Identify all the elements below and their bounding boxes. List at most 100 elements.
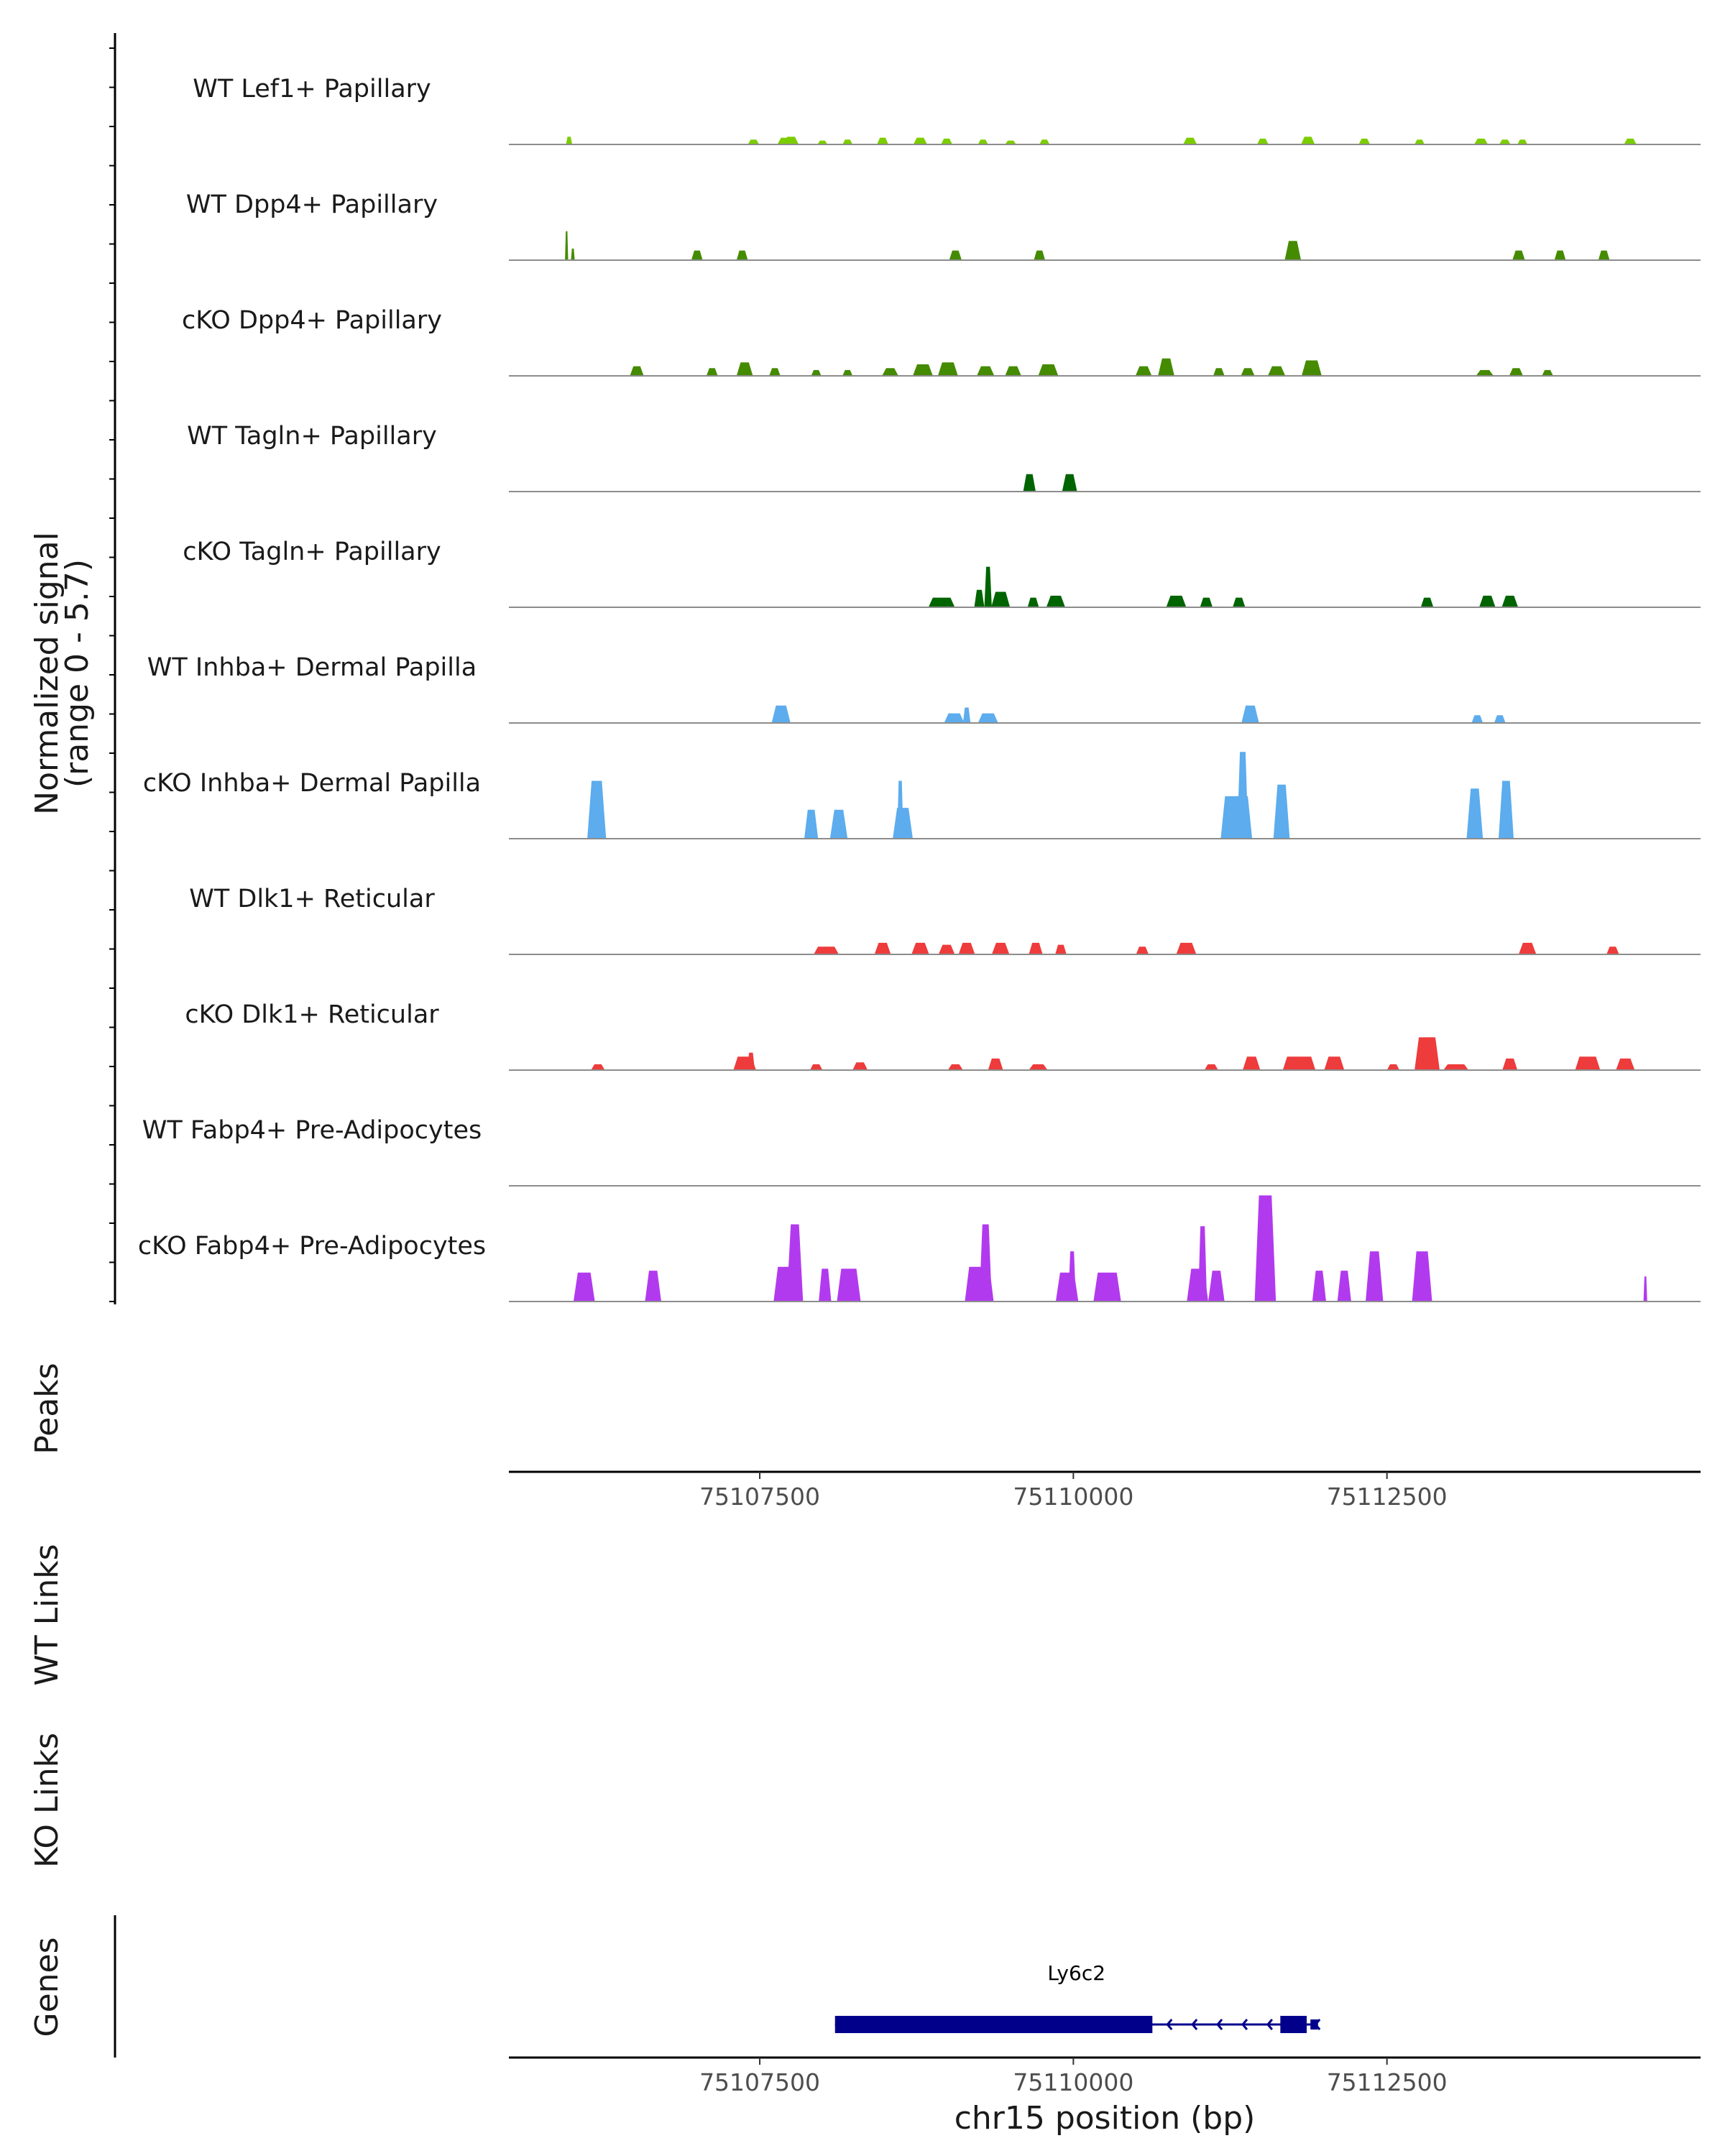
coverage-peak (1005, 366, 1021, 376)
coverage-peak (736, 250, 748, 260)
coverage-peak (1068, 1251, 1076, 1302)
coverage-peak (1512, 250, 1525, 260)
track-cko-fabp4-pre-adipocytes: cKO Fabp4+ Pre-Adipocytes (138, 1195, 1701, 1302)
gene-name-label: Ly6c2 (1047, 1961, 1105, 1985)
coverage-peak (1046, 595, 1065, 607)
wt-links-track-title: WT Links (29, 1544, 65, 1685)
x-axis-title: chr15 position (bp) (954, 2100, 1256, 2137)
track-cko-tagln-papillary: cKO Tagln+ Papillary (183, 538, 1701, 608)
coverage-peak (1414, 1037, 1440, 1070)
coverage-peak (811, 369, 822, 376)
coverage-peak (1029, 1064, 1048, 1070)
coverage-peak (1494, 715, 1506, 723)
coverage-peak (877, 137, 888, 144)
coverage-peak (1241, 368, 1255, 376)
y-axis-title: Normalized signal (29, 532, 65, 815)
coverage-peak (1554, 250, 1566, 260)
coverage-peak (1166, 595, 1187, 607)
coverage-peak (941, 138, 952, 144)
coverage-peak (928, 597, 955, 607)
coverage-peak (1474, 138, 1489, 144)
coverage-peak (817, 140, 828, 144)
coverage-peak (706, 368, 718, 376)
coverage-peak (573, 1272, 595, 1302)
coverage-peak (783, 137, 799, 144)
coverage-peak (1624, 138, 1637, 144)
coverage-peak (1233, 597, 1246, 607)
coverage-peak (1093, 1272, 1121, 1302)
coverage-peak (882, 368, 898, 376)
strand-arrow-icon (1166, 2019, 1173, 2030)
coverage-peak (1055, 944, 1067, 954)
coverage-peak (1200, 597, 1213, 607)
coverage-peak (1542, 369, 1553, 376)
coverage-peak (1358, 138, 1371, 144)
coverage-peak (565, 231, 569, 260)
coverage-peak (978, 139, 988, 144)
coverage-peak (1301, 137, 1315, 144)
coverage-peak (736, 362, 753, 376)
coverage-peak (1183, 137, 1197, 144)
x-tick-label: 75107500 (699, 2068, 820, 2096)
coverage-peak (978, 713, 998, 723)
coverage-peak (1176, 942, 1197, 954)
coverage-peak (962, 707, 971, 723)
coverage-peak (1005, 140, 1016, 144)
coverage-peak (1420, 597, 1434, 607)
coverage-peak (991, 942, 1010, 954)
strand-arrow-icon (1191, 2019, 1198, 2030)
coverage-peak (837, 1268, 861, 1302)
coverage-peak (1499, 139, 1511, 144)
track-label: WT Dlk1+ Reticular (189, 885, 435, 913)
gene-exon (1280, 2016, 1307, 2033)
peaks-x-axis-ticks: 75107500 75110000 75112500 (699, 1472, 1448, 1511)
coverage-peak (1479, 595, 1496, 607)
track-cko-dpp4-papillary: cKO Dpp4+ Papillary (182, 306, 1701, 377)
coverage-peak (1273, 784, 1290, 839)
coverage-peak (1501, 595, 1519, 607)
track-label: WT Tagln+ Papillary (187, 422, 437, 451)
coverage-peak (1257, 138, 1269, 144)
coverage-peak (1502, 1058, 1518, 1070)
coverage-peak (1471, 715, 1484, 723)
track-label: WT Fabp4+ Pre-Adipocytes (142, 1116, 482, 1145)
coverage-peak (587, 780, 607, 839)
coverage-peak (1598, 250, 1610, 260)
coverage-peak (1038, 364, 1059, 376)
coverage-peak (897, 780, 903, 839)
x-tick-label: 75110000 (1013, 1483, 1133, 1511)
coverage-peak (691, 250, 703, 260)
peaks-track-title: Peaks (29, 1363, 65, 1454)
coverage-peak (984, 566, 992, 607)
coverage-peak (566, 137, 573, 144)
coverage-peak (1643, 1276, 1647, 1302)
coverage-peak (1366, 1251, 1384, 1302)
x-tick-label: 75112500 (1327, 1483, 1448, 1511)
strand-arrow-icon (1216, 2019, 1223, 2030)
coverage-peak (1198, 1226, 1208, 1302)
x-tick-label: 75107500 (699, 1483, 820, 1511)
coverage-peak (771, 705, 791, 723)
coverage-peak (829, 809, 848, 839)
coverage-peak (1213, 368, 1225, 376)
coverage-peak (947, 1064, 963, 1070)
coverage-peak (937, 362, 958, 376)
coverage-peak (1136, 946, 1149, 954)
coverage-peak (988, 1058, 1003, 1070)
coverage-peak (1386, 1064, 1400, 1070)
coverage-peak (571, 248, 575, 260)
track-wt-dlk1-reticular: WT Dlk1+ Reticular (189, 885, 1701, 955)
coverage-peak (1324, 1056, 1345, 1070)
coverage-peak (842, 369, 853, 376)
coverage-peak (944, 713, 965, 723)
coverage-peak (1237, 752, 1248, 839)
coverage-peak (1254, 1195, 1276, 1302)
coverage-peak (1243, 1056, 1261, 1070)
coverage-peak (1616, 1058, 1635, 1070)
coverage-peak (1412, 1251, 1432, 1302)
coverage-peak (977, 366, 995, 376)
coverage-peak (1443, 1064, 1469, 1070)
track-label: cKO Tagln+ Papillary (183, 538, 441, 566)
coverage-peak (814, 946, 839, 954)
